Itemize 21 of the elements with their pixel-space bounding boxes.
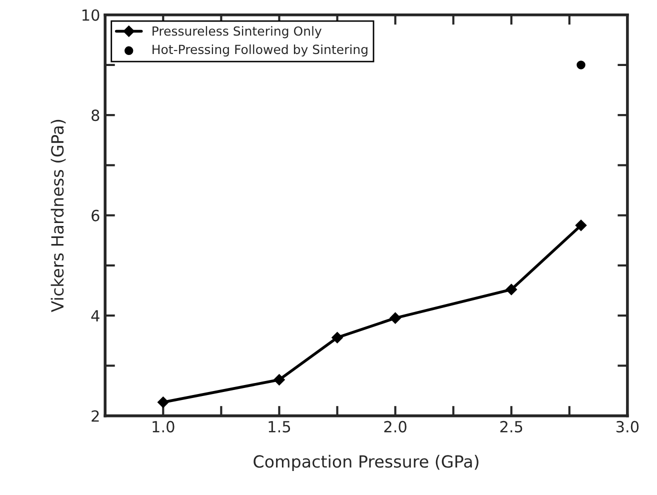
point: [332, 332, 343, 344]
y-axis-title: Vickers Hardness (GPa): [50, 120, 66, 312]
y-tick-label: 2: [92, 410, 99, 422]
x-tick-label: 2.5: [500, 420, 522, 432]
y-tick-label: 10: [82, 9, 100, 21]
point: [158, 396, 169, 408]
legend-label: Pressureless Sintering Only: [152, 26, 322, 38]
point: [576, 60, 586, 70]
y-tick-label: 8: [92, 110, 100, 122]
point: [274, 374, 285, 386]
x-tick-label: 1.5: [268, 421, 290, 432]
y-tick-label: 4: [91, 310, 100, 322]
x-tick-label: 1.0: [152, 420, 174, 432]
y-tick-label: 6: [92, 210, 100, 222]
legend-label: Hot-Pressing Followed by Sintering: [152, 44, 368, 57]
x-tick-label: 2.0: [384, 420, 406, 432]
point: [575, 220, 587, 231]
point: [506, 284, 517, 296]
x-tick-label: 3.0: [616, 420, 639, 432]
point: [390, 312, 401, 324]
x-axis-title: Compaction Pressure (GPa): [254, 454, 478, 472]
